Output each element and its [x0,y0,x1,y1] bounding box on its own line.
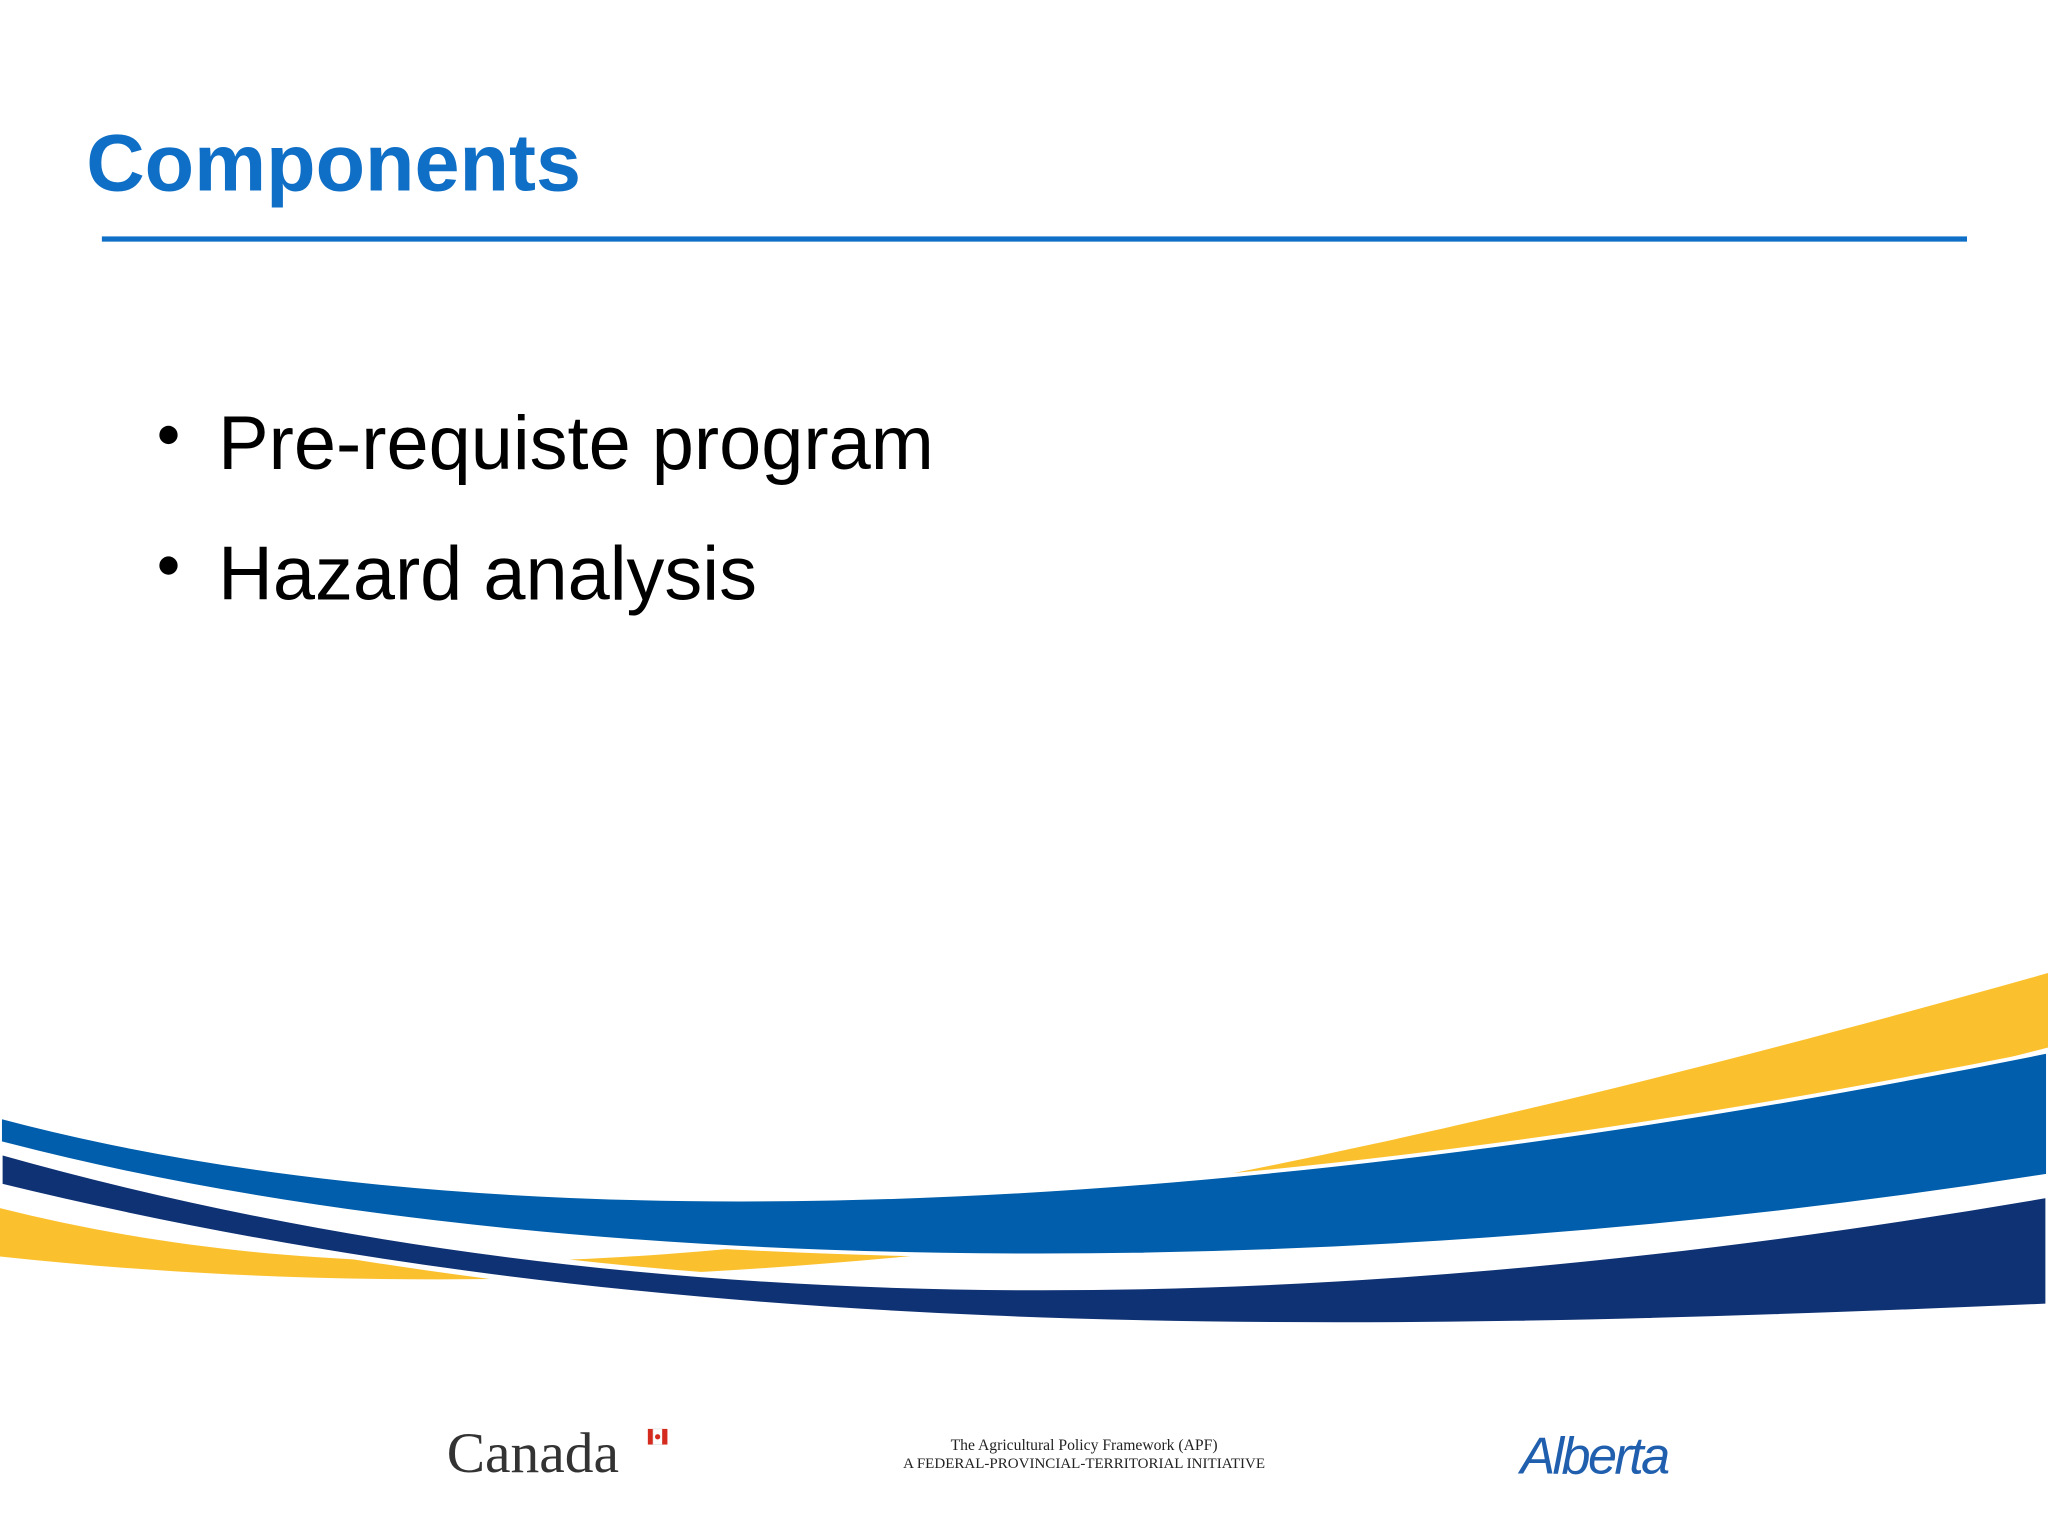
bullet-text: Pre-requiste program [218,401,934,486]
bullet-text: Hazard analysis [218,532,757,617]
bullet-dot [159,425,178,445]
slide-title: Components [86,119,581,209]
alberta-wordmark: Alberta [1517,1427,1669,1485]
canada-wordmark: Canada [447,1422,619,1485]
apf-line: The Agricultural Policy Framework (APF) [951,1437,1218,1454]
bullet-dot [159,556,178,575]
footer: Canada The Agricultural Policy Framework… [447,1422,1672,1485]
title-rule [101,236,1968,242]
canada-flag [647,1428,668,1445]
apf-line: A FEDERAL-PROVINCIAL-TERRITORIAL INITIAT… [903,1456,1265,1472]
